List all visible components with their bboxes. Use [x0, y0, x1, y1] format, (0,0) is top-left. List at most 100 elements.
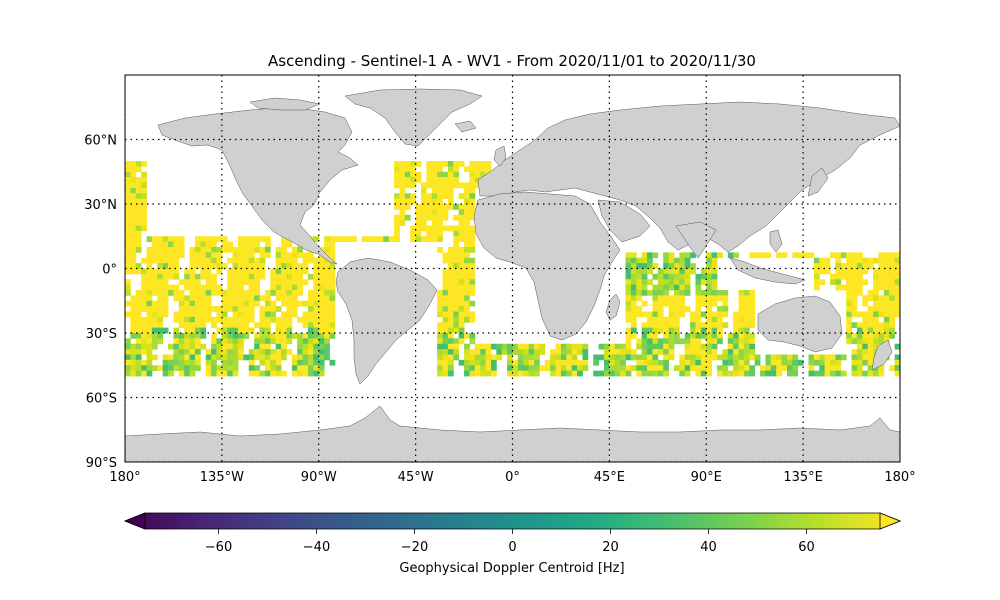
data-cell: [189, 365, 196, 372]
data-cell: [162, 268, 169, 275]
data-cell: [442, 338, 449, 345]
data-cell: [582, 365, 589, 372]
data-cell: [426, 204, 433, 210]
data-cell: [415, 161, 422, 167]
data-cell: [469, 257, 476, 264]
data-cell: [221, 263, 228, 269]
data-cell: [194, 343, 201, 350]
data-cell: [254, 338, 260, 345]
data-cell: [211, 306, 217, 312]
data-cell: [663, 333, 669, 339]
data-cell: [733, 333, 739, 339]
data-cell: [867, 295, 874, 302]
data-cell: [464, 311, 470, 318]
data-cell: [248, 252, 255, 259]
data-cell: [447, 187, 454, 194]
data-cell: [442, 204, 449, 210]
data-cell: [824, 268, 831, 275]
data-cell: [232, 322, 239, 329]
data-cell: [722, 306, 729, 312]
data-cell: [404, 166, 411, 173]
data-cell: [717, 306, 723, 312]
data-cell: [426, 193, 433, 200]
data-cell: [286, 306, 293, 312]
data-cell: [663, 295, 669, 302]
data-cell: [786, 359, 793, 366]
data-cell: [216, 306, 223, 312]
data-cell: [238, 300, 244, 307]
data-cell: [125, 279, 131, 286]
data-cell: [259, 268, 266, 275]
data-cell: [173, 257, 180, 264]
data-cell: [189, 370, 196, 377]
data-cell: [297, 338, 304, 345]
data-cell: [146, 311, 153, 318]
data-cell: [135, 370, 142, 377]
data-cell: [733, 343, 739, 350]
data-cell: [211, 279, 217, 286]
data-cell: [889, 311, 896, 318]
data-cell: [130, 247, 137, 253]
data-cell: [221, 247, 228, 253]
data-cell: [706, 263, 713, 269]
data-cell: [673, 365, 680, 372]
data-cell: [264, 300, 271, 307]
data-cell: [318, 284, 325, 291]
data-cell: [162, 236, 169, 243]
data-cell: [135, 306, 142, 312]
data-cell: [367, 236, 373, 243]
data-cell: [447, 300, 454, 307]
data-cell: [329, 295, 336, 302]
data-cell: [684, 349, 691, 355]
data-cell: [399, 187, 406, 194]
data-cell: [652, 300, 659, 307]
data-cell: [706, 322, 713, 329]
data-cell: [474, 370, 481, 377]
longitude-tick-label: 45°W: [398, 470, 434, 485]
data-cell: [135, 230, 142, 237]
data-cell: [135, 209, 142, 216]
data-cell: [227, 247, 234, 253]
data-cell: [593, 354, 600, 361]
data-cell: [254, 300, 260, 307]
data-cell: [781, 359, 788, 366]
data-cell: [711, 327, 718, 334]
data-cell: [458, 290, 465, 296]
data-cell: [205, 311, 212, 318]
data-cell: [157, 284, 164, 291]
data-cell: [469, 300, 476, 307]
data-cell: [232, 306, 239, 312]
data-cell: [743, 300, 750, 307]
data-cell: [254, 279, 260, 286]
data-cell: [431, 198, 438, 205]
data-cell: [878, 279, 885, 286]
data-cell: [840, 284, 847, 291]
data-cell: [281, 295, 287, 302]
data-cell: [485, 365, 492, 372]
data-cell: [862, 322, 869, 329]
data-cell: [846, 268, 852, 275]
data-cell: [286, 316, 293, 323]
data-cell: [652, 354, 659, 361]
data-cell: [297, 268, 304, 275]
data-cell: [394, 171, 400, 178]
data-cell: [302, 365, 309, 372]
data-cell: [399, 193, 406, 200]
data-cell: [232, 284, 239, 291]
data-cell: [211, 338, 217, 345]
data-cell: [135, 193, 142, 200]
data-cell: [690, 343, 696, 350]
data-cell: [318, 290, 325, 296]
data-cell: [517, 349, 524, 355]
data-cell: [776, 252, 782, 259]
data-cell: [668, 322, 675, 329]
data-cell: [851, 284, 858, 291]
data-cell: [733, 349, 739, 355]
data-cell: [324, 322, 330, 329]
data-cell: [232, 273, 239, 280]
data-cell: [447, 306, 454, 312]
data-cell: [410, 225, 417, 232]
data-cell: [824, 354, 831, 361]
data-cell: [184, 333, 190, 339]
data-cell: [464, 343, 470, 350]
